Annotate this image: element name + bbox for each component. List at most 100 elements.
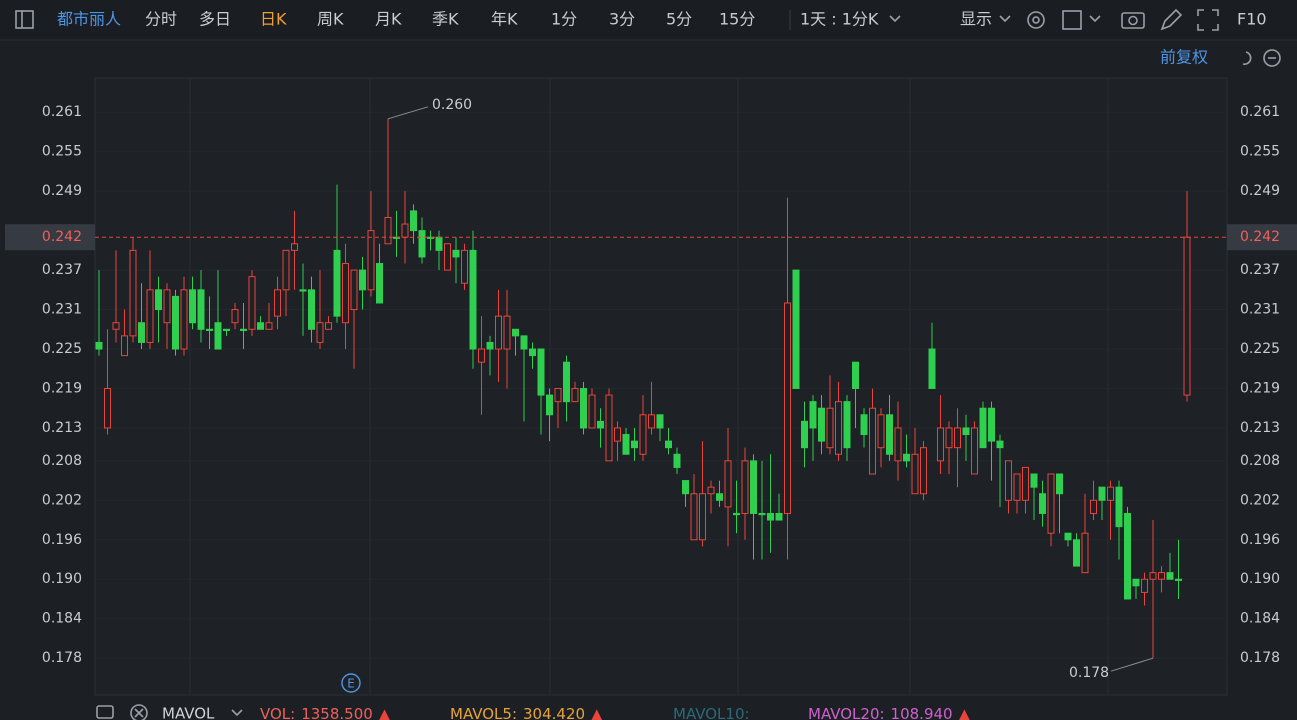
candle-body	[512, 328, 519, 337]
candle-body	[631, 440, 638, 449]
period-tab[interactable]: 5分	[666, 10, 692, 29]
candle-body	[563, 361, 570, 403]
candle-body	[155, 289, 162, 311]
y-tick-label-right: 0.237	[1240, 262, 1280, 278]
period-tab[interactable]: 分时	[145, 10, 177, 29]
symbol[interactable]: 都市丽人	[57, 10, 121, 29]
candle-body	[299, 289, 307, 292]
y-tick-label: 0.261	[42, 104, 82, 120]
candle-body	[1158, 572, 1165, 580]
candle-body	[1039, 493, 1046, 514]
candle-body	[333, 249, 341, 317]
camera-icon[interactable]	[1121, 12, 1145, 29]
y-tick-label: 0.178	[42, 650, 82, 666]
indicator-name: MAVOL10:	[673, 705, 750, 720]
candle-body	[648, 414, 655, 429]
candle-body	[724, 460, 732, 508]
candle-body	[282, 249, 290, 291]
event-marker[interactable]	[341, 673, 361, 693]
y-tick-label-right: 0.202	[1240, 492, 1280, 508]
indicator: MAVOL5: 304.420 ▲	[450, 705, 603, 720]
candle-body	[741, 460, 749, 514]
candle-body	[410, 210, 417, 232]
period-tab[interactable]: 3分	[609, 10, 635, 29]
candle-body	[1064, 532, 1072, 541]
candle-body	[486, 341, 494, 350]
range-select[interactable]: 1天 : 1分K	[800, 10, 879, 29]
adjust-mode[interactable]: 前复权	[1160, 48, 1208, 67]
candle-body	[478, 348, 485, 363]
candle-body	[792, 269, 800, 389]
pencil-icon[interactable]	[1160, 8, 1183, 31]
sidebar-toggle[interactable]	[15, 10, 34, 29]
candle-body	[129, 249, 137, 337]
current-price-box-right	[1227, 224, 1297, 251]
candle-body	[240, 328, 247, 331]
candle-body	[954, 427, 961, 449]
indicator: MAVOL20: 108.940 ▲	[808, 705, 971, 720]
period-tab[interactable]: 多日	[199, 10, 231, 29]
period-tab[interactable]: 1分	[551, 10, 577, 29]
y-tick-label-right: 0.184	[1240, 611, 1280, 627]
candle-body	[308, 289, 315, 330]
zoom-out-icon[interactable]	[1263, 49, 1281, 67]
close-icon[interactable]	[130, 704, 148, 720]
period-tab[interactable]: 月K	[375, 10, 402, 29]
candle-body	[1124, 512, 1131, 600]
candle-body	[996, 440, 1004, 449]
max-leader	[387, 106, 429, 120]
candle-body	[1073, 539, 1080, 567]
candle-body	[180, 289, 188, 350]
period-tab[interactable]: 年K	[491, 10, 518, 29]
checkbox-icon[interactable]	[1062, 10, 1082, 30]
period-tab[interactable]: 日K	[260, 10, 287, 29]
candle-body	[869, 407, 876, 475]
y-tick-label-right: 0.255	[1240, 144, 1280, 160]
y-tick-label: 0.219	[42, 380, 82, 396]
date-separators	[189, 78, 1109, 695]
candle-body	[206, 328, 213, 331]
candle-body	[359, 269, 366, 291]
y-tick-label: 0.231	[42, 302, 82, 318]
current-price-label-right: 0.242	[1240, 229, 1280, 245]
candle-body	[962, 427, 970, 436]
y-tick-label: 0.208	[42, 453, 82, 469]
period-tab[interactable]: 15分	[719, 10, 755, 29]
candle-body	[291, 243, 298, 251]
candle-body	[622, 434, 630, 455]
indicator-selector[interactable]: MAVOL	[162, 705, 215, 720]
min-leader	[1110, 657, 1154, 672]
y-tick-label: 0.184	[42, 611, 82, 627]
candle-body	[274, 289, 281, 317]
y-tick-label-right: 0.261	[1240, 104, 1280, 120]
candle-body	[937, 427, 944, 462]
candle-body	[1090, 499, 1097, 514]
candle-body	[571, 387, 579, 403]
period-tab[interactable]: 周K	[317, 10, 344, 29]
candle-body	[172, 295, 179, 350]
y-tick-label: 0.249	[42, 183, 82, 199]
candle-body	[605, 394, 613, 462]
indicator-value: 1358.500	[301, 705, 373, 720]
candle-body	[903, 453, 910, 462]
camera-lens	[1128, 15, 1138, 26]
display-menu[interactable]: 显示	[960, 10, 992, 29]
candle-body	[342, 263, 349, 324]
candle-body	[121, 335, 128, 357]
candle-body	[495, 315, 502, 350]
candle-body	[95, 341, 103, 350]
f10-button[interactable]: F10	[1237, 10, 1267, 29]
chevron	[889, 15, 901, 23]
expand-icon[interactable]	[1197, 9, 1219, 31]
settings-icon-core	[1032, 16, 1040, 24]
candle-body	[673, 453, 681, 468]
reset-icon[interactable]	[1242, 51, 1252, 65]
period-tab[interactable]: 季K	[432, 10, 459, 29]
candle-body	[826, 407, 834, 449]
candle-body	[1013, 473, 1021, 501]
candle-body	[580, 387, 587, 429]
candle-body	[138, 322, 145, 343]
settings-icon[interactable]	[1027, 11, 1045, 29]
candle-body	[376, 263, 383, 304]
camera-icon[interactable]	[96, 705, 114, 719]
